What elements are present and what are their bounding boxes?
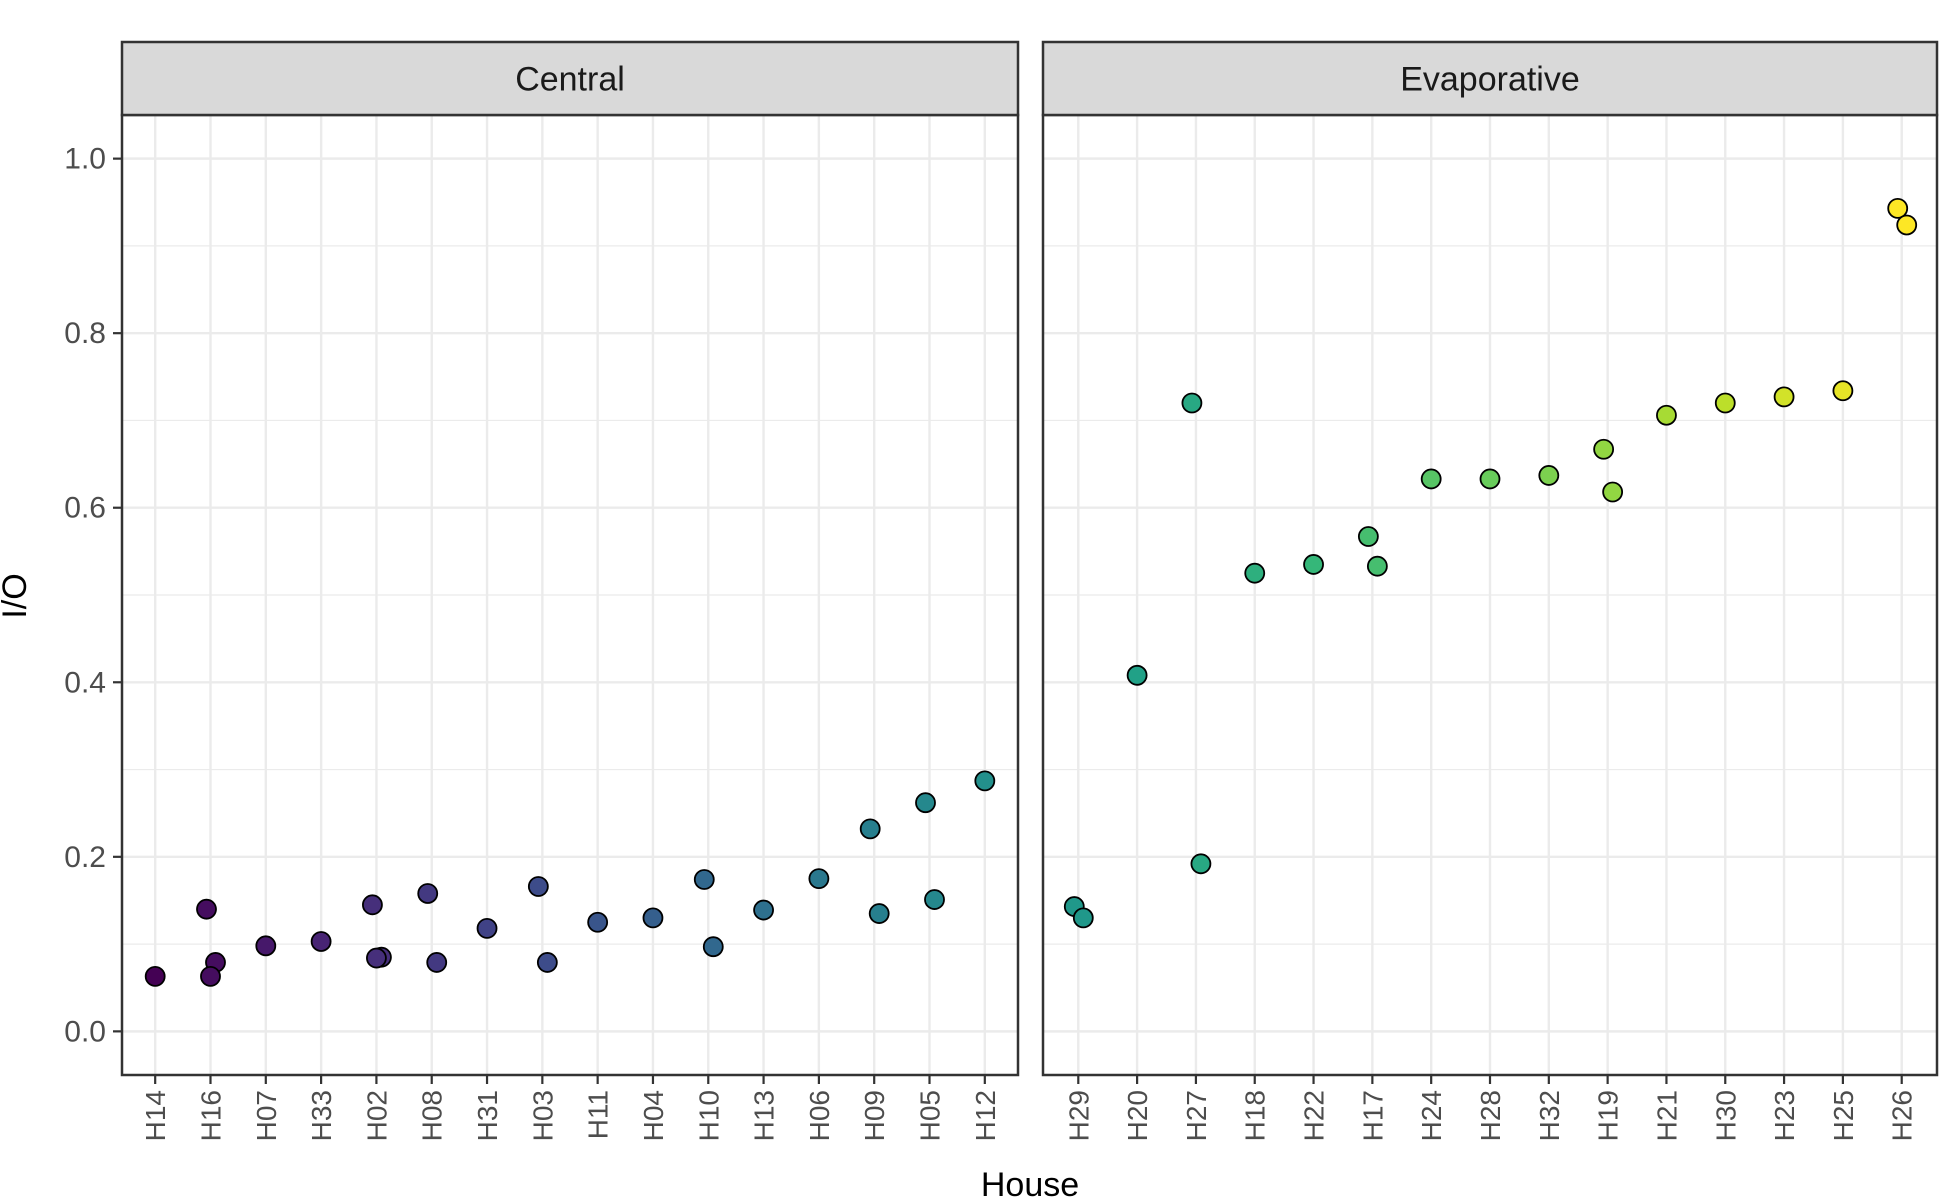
y-tick-label: 0.0 (64, 1015, 106, 1048)
data-point (1773, 386, 1795, 408)
x-tick-label: H11 (583, 1090, 614, 1139)
x-tick-label: H30 (1710, 1090, 1741, 1141)
data-point (144, 965, 166, 987)
x-tick-label: H14 (140, 1090, 171, 1141)
x-tick-label: H20 (1122, 1090, 1153, 1141)
panel-evaporative: H29 H20 H27 H18 H22 H17 H24 H28 H32 H19 H21 H30 H23 H… (1041, 40, 1939, 1141)
data-point (1656, 404, 1677, 426)
data-point (642, 907, 664, 929)
data-point (527, 876, 549, 897)
y-tick-label: 0.6 (64, 492, 106, 525)
x-tick-label: H19 (1593, 1090, 1624, 1141)
data-point (255, 935, 277, 957)
data-point (1420, 468, 1442, 490)
x-tick-label: H10 (693, 1090, 724, 1141)
x-tick-label: H08 (417, 1090, 448, 1141)
x-tick-label: H13 (749, 1090, 780, 1141)
data-point (1190, 853, 1212, 875)
data-point (1832, 380, 1854, 402)
x-tick-label: H21 (1651, 1090, 1682, 1141)
y-tick-label: 0.4 (64, 666, 106, 699)
facet-strip (1041, 40, 1939, 117)
x-tick-label: H17 (1357, 1090, 1388, 1141)
x-tick-label: H22 (1299, 1090, 1330, 1141)
x-tick-label: H32 (1534, 1090, 1565, 1141)
data-point (868, 903, 890, 924)
data-point (1602, 481, 1624, 503)
x-tick-label: H31 (472, 1090, 503, 1141)
x-tick-label: H33 (306, 1090, 337, 1141)
data-point (753, 899, 774, 921)
panel-central: H14 H16 H07 H33 H02 H08 H31 H03 H11 H04 H10 H13 H06 H… (64, 40, 1020, 1141)
data-point (426, 952, 448, 973)
x-tick-label: H04 (638, 1090, 669, 1141)
data-point (417, 883, 439, 904)
facet-strip-label: Central (515, 61, 625, 99)
data-point (915, 792, 936, 814)
x-tick-label: H24 (1416, 1090, 1447, 1141)
data-point (362, 894, 383, 916)
y-tick-label: 0.2 (64, 841, 106, 874)
data-point (1357, 526, 1379, 547)
data-point (924, 889, 945, 910)
y-tick-label: 1.0 (64, 143, 106, 176)
data-point (1126, 664, 1148, 686)
data-point (1072, 907, 1094, 929)
data-point (1244, 562, 1266, 584)
data-point (1887, 197, 1909, 219)
x-tick-label: H23 (1769, 1090, 1800, 1141)
data-point (1896, 214, 1918, 236)
data-point (536, 952, 558, 973)
x-tick-label: H06 (804, 1090, 835, 1141)
x-tick-label: H07 (251, 1090, 282, 1141)
y-axis-title: I/O (0, 573, 34, 618)
data-point (808, 868, 830, 890)
y-tick-label: 0.8 (64, 317, 106, 350)
data-point (702, 936, 724, 958)
data-point (1181, 392, 1203, 414)
x-tick-label: H29 (1063, 1090, 1094, 1141)
data-point (587, 911, 609, 933)
data-point (476, 917, 498, 939)
data-point (1366, 555, 1388, 577)
chart-panels: H14 H16 H07 H33 H02 H08 H31 H03 H11 H04 H10 H13 H06 H… (64, 40, 1939, 1141)
data-point (974, 770, 996, 792)
x-tick-label: H16 (195, 1090, 226, 1141)
data-point (1303, 554, 1324, 575)
data-point (1593, 438, 1615, 460)
data-point (196, 898, 217, 920)
data-point (859, 818, 881, 840)
x-tick-label: H26 (1887, 1090, 1918, 1141)
data-point (1479, 468, 1501, 490)
x-tick-label: H03 (527, 1090, 558, 1141)
data-point (200, 965, 221, 987)
facet-strip-label: Evaporative (1400, 61, 1580, 99)
x-tick-label: H09 (859, 1090, 890, 1141)
data-point (310, 931, 332, 952)
data-point (366, 947, 387, 969)
facet-strip (120, 40, 1020, 117)
x-tick-label: H05 (915, 1090, 946, 1141)
data-point (1538, 465, 1560, 486)
x-axis-title: House (981, 1166, 1079, 1200)
x-tick-label: H27 (1181, 1090, 1212, 1141)
x-tick-label: H28 (1475, 1090, 1506, 1141)
data-point (1714, 392, 1736, 414)
x-tick-label: H12 (970, 1090, 1001, 1141)
data-point (693, 869, 715, 890)
x-tick-label: H25 (1828, 1090, 1859, 1141)
x-tick-label: H18 (1240, 1090, 1271, 1141)
x-tick-label: H02 (361, 1090, 392, 1141)
